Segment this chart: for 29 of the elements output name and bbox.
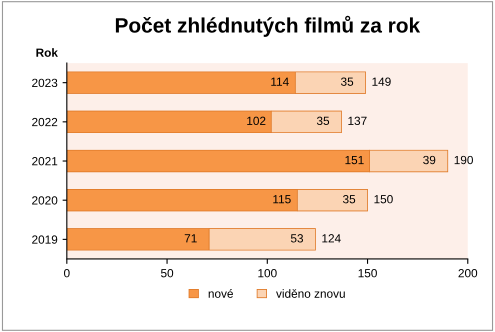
legend-label: viděno znovu xyxy=(276,289,345,298)
x-tick-label: 200 xyxy=(458,268,478,278)
data-label: 115 xyxy=(273,195,291,204)
data-label: 39 xyxy=(423,156,436,164)
total-label: 137 xyxy=(348,116,367,126)
data-label: 35 xyxy=(316,116,330,126)
y-axis-title: Rok xyxy=(36,48,58,57)
data-label: 35 xyxy=(340,77,354,86)
total-label: 124 xyxy=(322,234,341,242)
x-tick-label: 0 xyxy=(64,268,70,278)
total-label: 190 xyxy=(454,156,473,164)
y-tick-label: 2022 xyxy=(32,118,58,126)
data-label: 151 xyxy=(345,156,364,164)
x-tick-label: 150 xyxy=(358,268,377,278)
x-tick-label: 100 xyxy=(258,268,277,278)
y-tick-label: 2019 xyxy=(32,235,58,244)
total-label: 150 xyxy=(374,195,393,204)
y-tick-label: 2020 xyxy=(32,196,58,205)
chart-title: Počet zhlédnutých filmů za rok xyxy=(116,16,420,37)
y-tick-label: 2023 xyxy=(32,78,58,88)
y-tick-label: 2021 xyxy=(32,157,58,166)
data-label: 114 xyxy=(271,78,289,86)
data-label: 102 xyxy=(247,116,266,126)
data-label: 35 xyxy=(342,195,356,204)
total-label: 149 xyxy=(372,77,391,86)
data-label: 53 xyxy=(290,234,304,243)
x-tick-label: 50 xyxy=(160,268,174,278)
data-label: 71 xyxy=(184,234,197,242)
legend-label: nové xyxy=(208,289,233,298)
